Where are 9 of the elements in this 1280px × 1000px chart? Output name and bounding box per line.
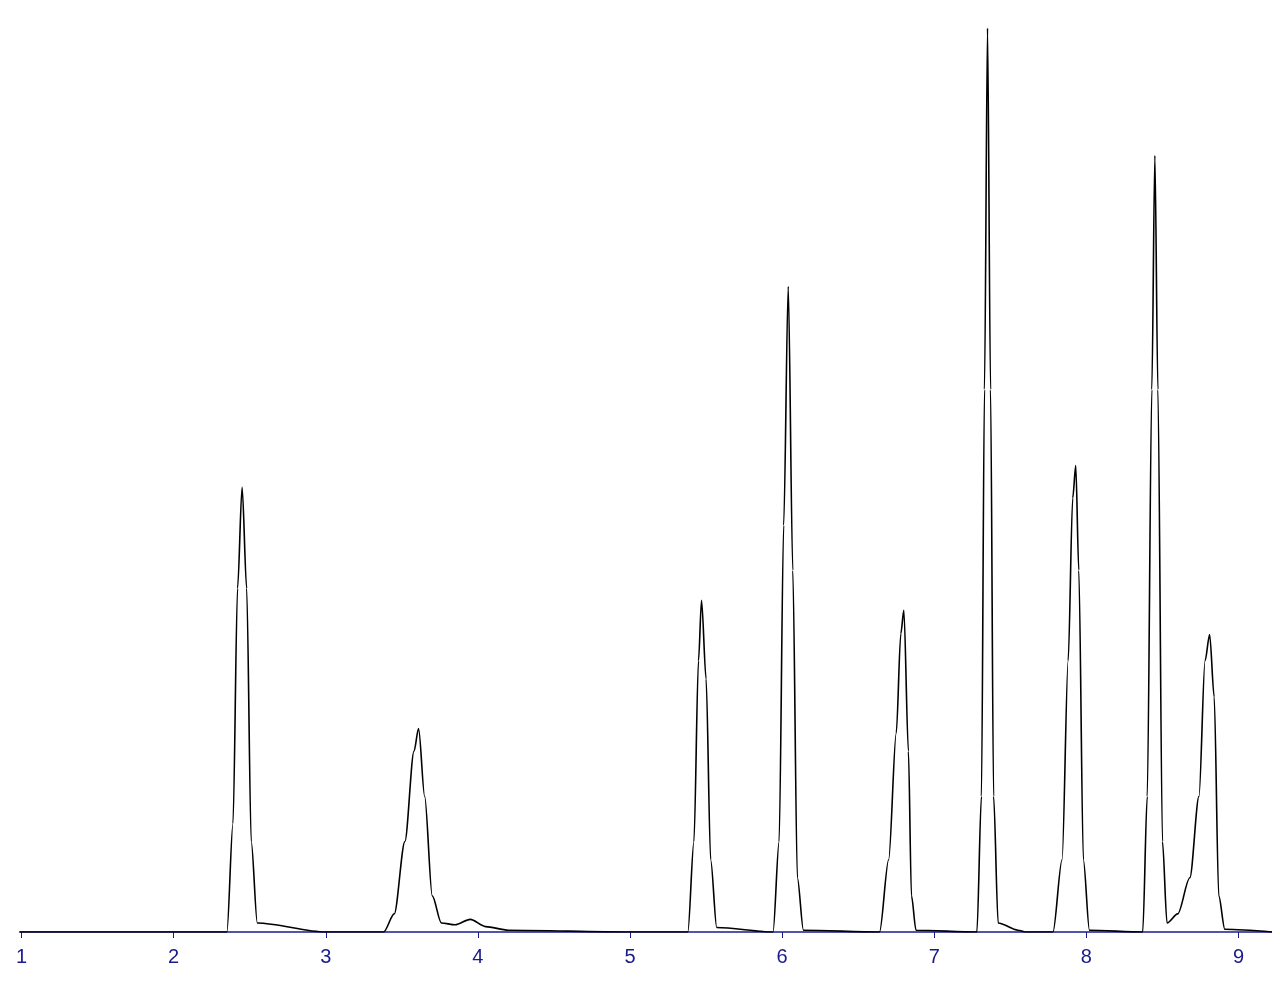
x-tick-label: 1 [15, 945, 28, 967]
x-tick-label: 2 [168, 945, 180, 967]
x-tick-label: 5 [624, 945, 636, 967]
x-tick-label: 9 [1232, 945, 1245, 967]
x-tick-label: 3 [320, 945, 332, 967]
x-tick-label: 6 [776, 945, 788, 967]
x-tick-label: 8 [1080, 945, 1092, 967]
x-tick-label: 4 [472, 945, 484, 967]
x-tick-label: 7 [928, 945, 940, 967]
